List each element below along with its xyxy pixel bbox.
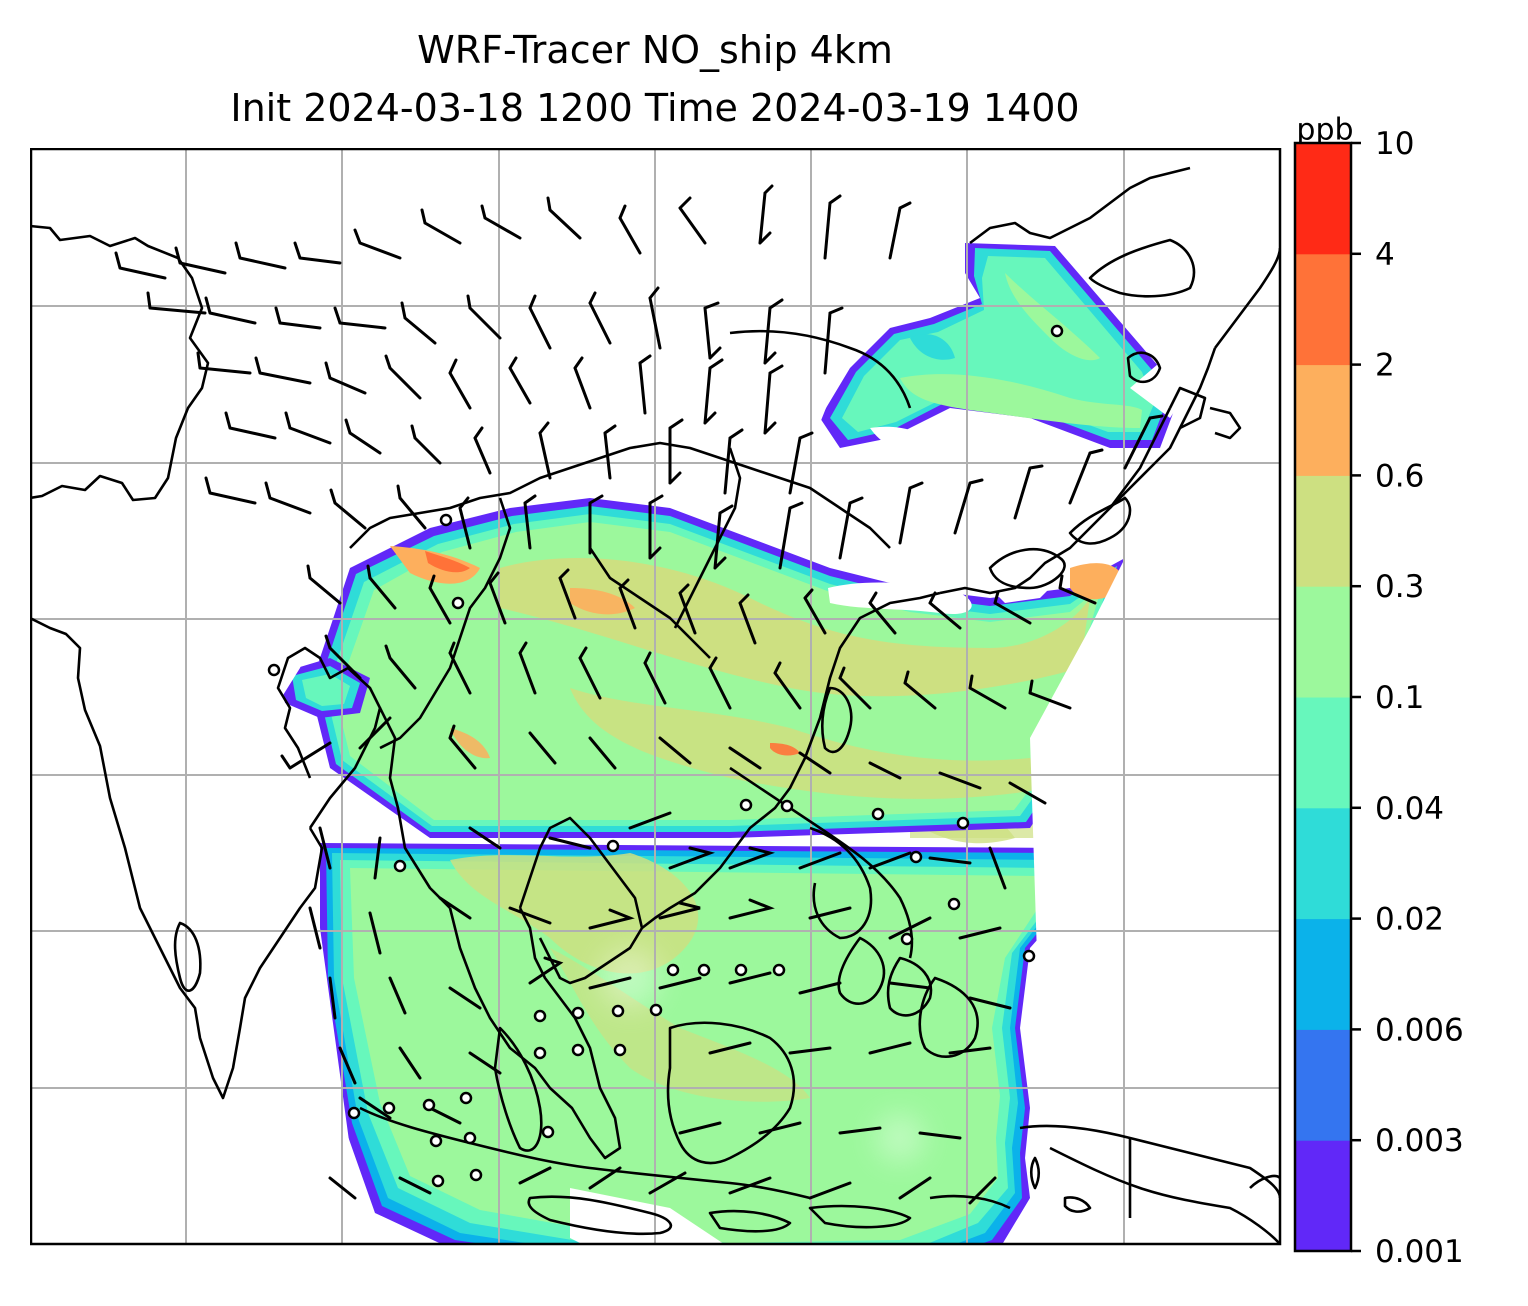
colorbar-tick-label: 0.001 [1375, 1234, 1464, 1270]
map-frame [30, 148, 1282, 1246]
calm-wind-markers [267, 324, 1064, 1188]
tracer-field-central [310, 498, 1125, 838]
colorbar-swatch [1295, 1029, 1351, 1141]
colorbar-tick-label: 0.1 [1375, 680, 1424, 716]
colorbar-swatch [1295, 475, 1351, 587]
colorbar-frame [1293, 141, 1353, 1253]
lat-lon-gridlines [30, 148, 1280, 1244]
colorbar-swatches [1295, 143, 1351, 1252]
colorbar-tick-label: 0.006 [1375, 1012, 1464, 1048]
colorbar-tick-label: 2 [1375, 348, 1395, 384]
tracer-field-north [280, 243, 1175, 718]
colorbar-tick-label: 0.02 [1375, 902, 1444, 938]
colorbar-ticks: 0.001 0.003 0.006 0.02 0.04 0.1 0.3 0.6 2 4 10 [1351, 126, 1464, 1270]
map-panel [30, 148, 1282, 1246]
colorbar-swatch [1295, 1140, 1351, 1252]
colorbar-swatch [1295, 586, 1351, 698]
colorbar-tick-label: 0.04 [1375, 791, 1444, 827]
map-title-line2: Init 2024-03-18 1200 Time 2024-03-19 140… [230, 86, 1080, 130]
wind-barbs [114, 184, 1164, 1205]
colorbar-swatch [1295, 807, 1351, 920]
colorbar-tick-label: 10 [1375, 126, 1414, 162]
colorbar-swatch [1295, 143, 1351, 255]
colorbar-swatch [1295, 364, 1351, 476]
colorbar-swatch [1295, 918, 1351, 1030]
colorbar-tick-label: 0.6 [1375, 458, 1424, 494]
tracer-hotspots [390, 546, 1125, 759]
colorbar-tick-label: 4 [1375, 237, 1395, 273]
map-title-line1: WRF-Tracer NO_ship 4km [417, 28, 893, 72]
colorbar-tick-label: 0.003 [1375, 1123, 1464, 1159]
colorbar-tick-label: 0.3 [1375, 569, 1424, 605]
colorbar-swatch [1295, 697, 1351, 809]
colorbar-swatch [1295, 253, 1351, 366]
